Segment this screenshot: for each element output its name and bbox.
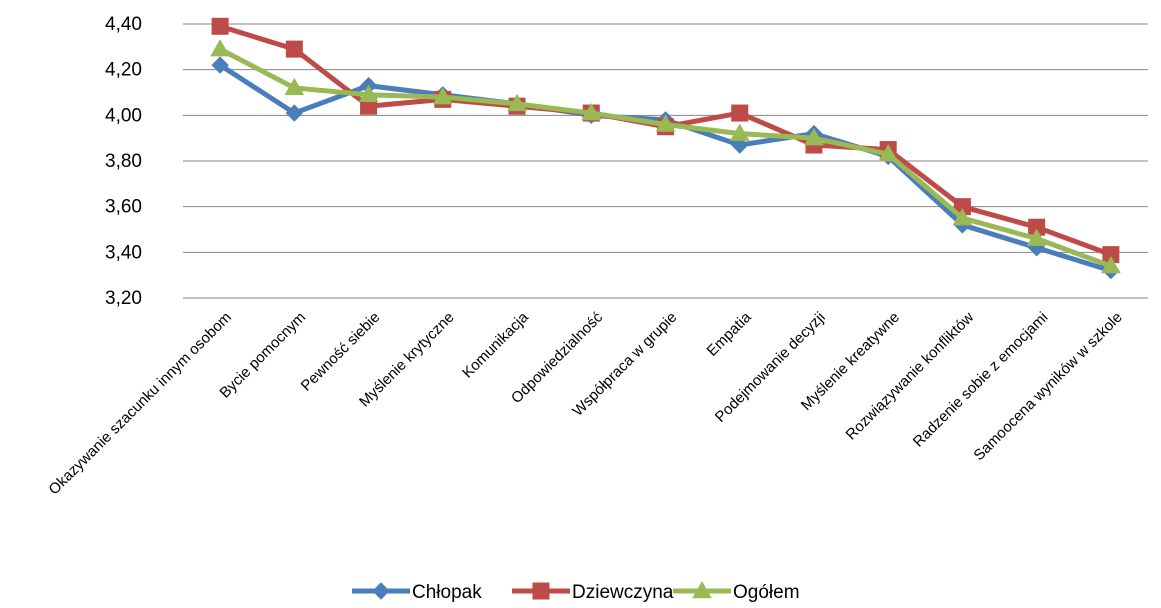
legend: Chłopak Dziewczyna Ogółem: [352, 580, 800, 603]
x-tick-label: Samoocena wyników w szkole: [970, 309, 1125, 464]
data-point: [284, 77, 305, 96]
x-tick-label: Okazywanie szacunku innym osobom: [45, 309, 234, 498]
data-point: [358, 84, 379, 103]
data-point: [731, 136, 749, 154]
legend-label: Ogółem: [733, 582, 800, 603]
data-point: [1026, 228, 1047, 246]
series-3: [210, 39, 1121, 274]
series-lines: [210, 17, 1121, 280]
legend-entry: Dziewczyna: [512, 582, 674, 603]
data-point: [804, 128, 824, 146]
y-tick-label: 3,60: [105, 197, 142, 218]
data-point: [731, 104, 749, 122]
y-tick-label: 3,80: [105, 151, 142, 172]
data-point: [729, 123, 750, 141]
y-tick-label: 3,40: [105, 242, 142, 263]
legend-marker: [692, 580, 712, 599]
x-tick-label: Pewność siebie: [298, 309, 384, 395]
data-point: [507, 93, 527, 112]
legend-label: Chłopak: [412, 582, 482, 603]
y-tick-label: 4,40: [105, 14, 142, 35]
x-tick-label: Empatia: [704, 308, 755, 359]
legend-entry: Chłopak: [352, 582, 482, 603]
y-tick-label: 4,20: [105, 60, 142, 81]
x-tick-label: Rozwiązywanie konfliktów: [843, 309, 978, 444]
legend-marker: [532, 582, 550, 600]
data-point: [1101, 256, 1121, 274]
gridlines: [183, 23, 1148, 299]
y-tick-label: 4,00: [105, 105, 142, 126]
data-point: [211, 17, 229, 35]
data-point: [285, 40, 303, 58]
legend-marker: [372, 582, 390, 600]
data-point: [211, 56, 229, 74]
x-tick-label: Komunikacja: [459, 308, 532, 381]
data-point: [432, 87, 453, 105]
x-tick-label: Radzenie sobie z emocjami: [910, 309, 1052, 451]
legend-label: Dziewczyna: [572, 582, 674, 603]
data-point: [581, 103, 602, 121]
y-axis-tick-labels: 3,20 3,40 3,60 3,80 4,00 4,20 4,40: [105, 14, 142, 309]
y-tick-label: 3,20: [105, 288, 142, 309]
data-point: [210, 39, 230, 57]
data-point: [285, 104, 304, 122]
data-point: [655, 114, 676, 132]
legend-entry: Ogółem: [673, 580, 800, 603]
data-point: [878, 144, 899, 162]
series-line: [218, 46, 1112, 269]
data-point: [952, 208, 973, 226]
